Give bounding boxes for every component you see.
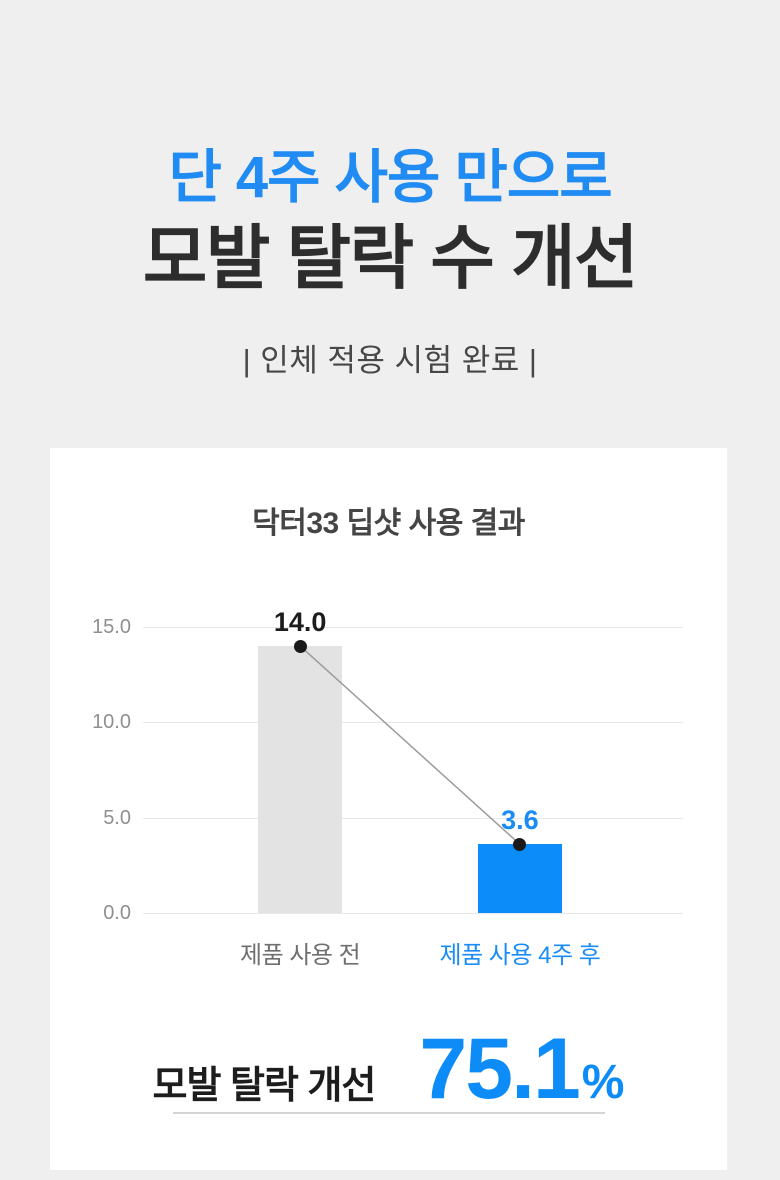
result-label: 모발 탈락 개선	[152, 1065, 377, 1107]
percent-sign: %	[581, 1056, 625, 1109]
headline-main: 모발 탈락 수 개선	[142, 219, 639, 297]
y-tick-label: 15.0	[92, 616, 131, 638]
value-label-before: 14.0	[273, 607, 327, 638]
trend-line	[299, 645, 521, 845]
result-underline	[173, 1112, 605, 1114]
trend-line-svg	[299, 645, 521, 845]
result-number: 75.1 %	[419, 1026, 624, 1112]
data-point-dot	[293, 639, 307, 653]
human-test-badge: | 인체 적용 시험 완료 |	[242, 343, 538, 378]
plot-area: 15.0 10.0 5.0 0.0 14.0 3.6 제품 사용 전 제품 사용…	[92, 609, 683, 969]
gridline-5	[143, 817, 683, 819]
bar-before-use	[258, 646, 343, 913]
chart-title: 닥터33 딥샷 사용 결과	[252, 507, 525, 540]
y-tick-label: 5.0	[103, 806, 131, 829]
value-label-after: 3.6	[501, 805, 539, 836]
result-card: 닥터33 딥샷 사용 결과 15.0 10.0 5.0 0.0 14.0 3.6…	[50, 448, 727, 1170]
gridline-15	[143, 627, 683, 628]
data-point-dot	[513, 837, 527, 851]
headline-duration: 단 4주 사용 만으로	[168, 145, 612, 210]
bar-after-4-weeks	[477, 844, 562, 913]
gridline-0	[143, 913, 683, 914]
x-label-after: 제품 사용 4주 후	[439, 942, 601, 969]
y-tick-label: 0.0	[103, 902, 131, 924]
result-value: 75.1	[419, 1021, 580, 1117]
y-tick-label: 10.0	[92, 711, 131, 734]
gridline-10	[143, 722, 683, 724]
improvement-result: 모발 탈락 개선 75.1 %	[50, 1026, 727, 1112]
x-label-before: 제품 사용 전	[240, 942, 361, 969]
